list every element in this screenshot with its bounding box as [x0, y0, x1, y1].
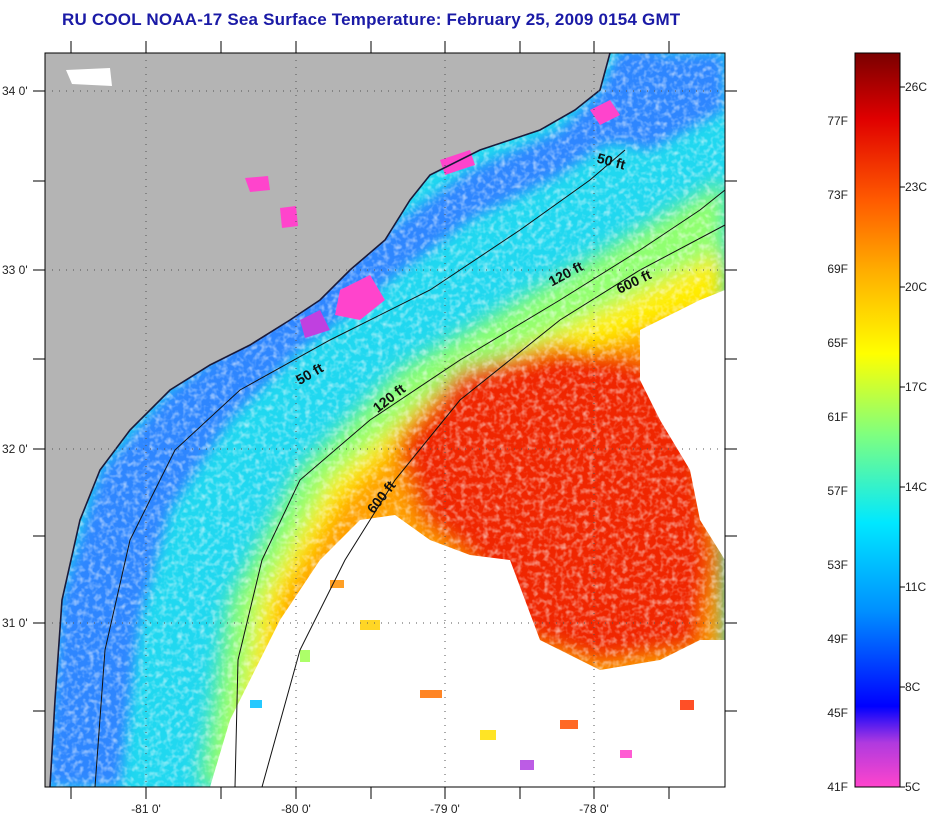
celsius-label: 26C	[905, 80, 927, 94]
lat-tick-label: 32 0'	[2, 442, 28, 456]
lat-tick-label: 31 0'	[2, 616, 28, 630]
celsius-label: 23C	[905, 180, 927, 194]
fahrenheit-label: 53F	[827, 558, 848, 572]
colorbar	[854, 52, 901, 788]
land-mass	[45, 53, 610, 787]
celsius-label: 5C	[905, 780, 921, 794]
fahrenheit-label: 49F	[827, 632, 848, 646]
lat-tick-label: 33 0'	[2, 263, 28, 277]
bathymetry-contours	[94, 149, 725, 787]
map-frame	[44, 52, 726, 788]
fahrenheit-label: 65F	[827, 336, 848, 350]
celsius-label: 20C	[905, 280, 927, 294]
fahrenheit-label: 61F	[827, 410, 848, 424]
lat-tick-label: 34 0'	[2, 84, 28, 98]
celsius-label: 8C	[905, 680, 921, 694]
lon-tick-label: -81 0'	[131, 802, 161, 816]
celsius-label: 14C	[905, 480, 927, 494]
celsius-label: 17C	[905, 380, 927, 394]
contour-label: 50 ft	[595, 150, 627, 173]
fahrenheit-label: 45F	[827, 706, 848, 720]
fahrenheit-label: 57F	[827, 484, 848, 498]
lon-tick-label: -80 0'	[281, 802, 311, 816]
fahrenheit-label: 41F	[827, 780, 848, 794]
fahrenheit-label: 73F	[827, 188, 848, 202]
fahrenheit-label: 77F	[827, 114, 848, 128]
fahrenheit-label: 69F	[827, 262, 848, 276]
map-imagery	[45, 53, 725, 787]
lon-tick-label: -79 0'	[430, 802, 460, 816]
celsius-label: 11C	[905, 580, 926, 594]
map-title: RU COOL NOAA-17 Sea Surface Temperature:…	[62, 10, 681, 29]
lon-tick-label: -78 0'	[579, 802, 609, 816]
